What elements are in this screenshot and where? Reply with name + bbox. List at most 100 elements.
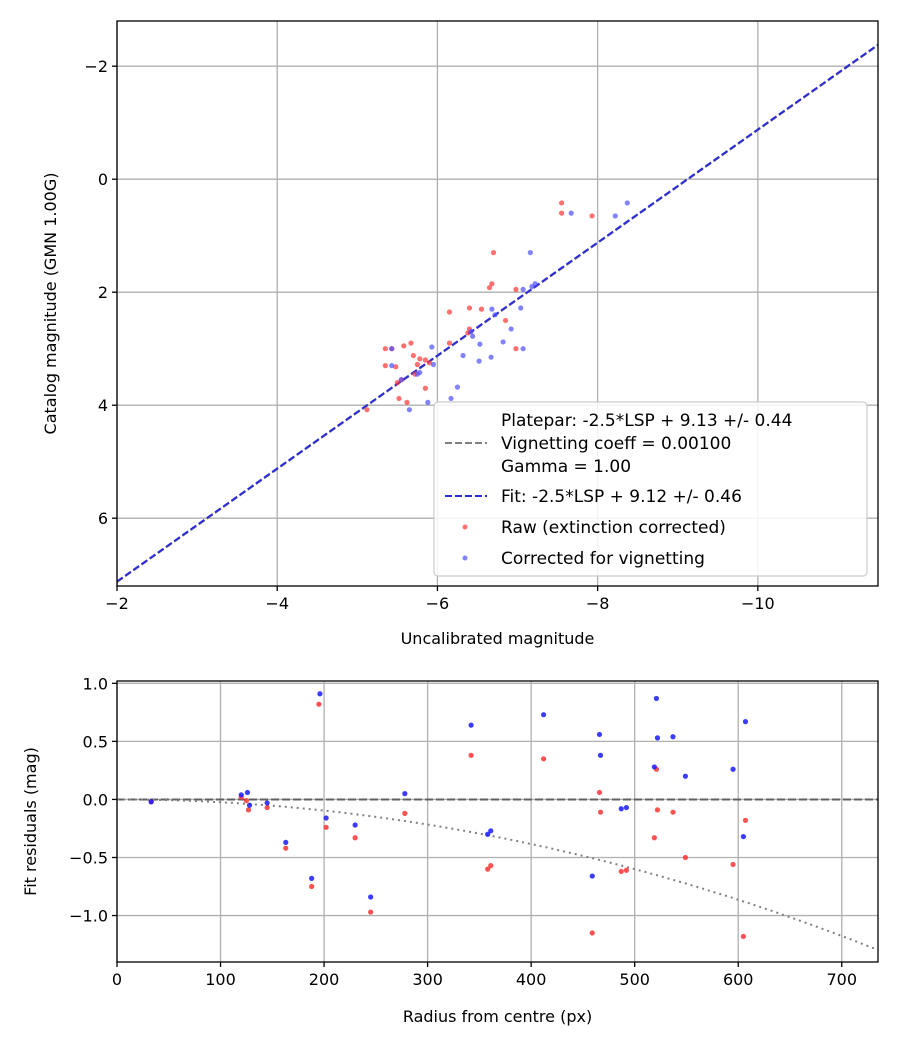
vignetting-curve	[117, 798, 879, 951]
corrected-point	[670, 734, 676, 740]
y-tick-label: 0.5	[83, 732, 108, 751]
raw-point	[401, 343, 407, 349]
bottom-reference-lines	[117, 798, 879, 951]
x-tick-label: 400	[516, 970, 547, 989]
raw-point	[408, 340, 414, 346]
corrected-point	[527, 250, 533, 256]
raw-point	[446, 309, 453, 315]
raw-point	[651, 835, 657, 841]
corrected-point	[148, 799, 154, 805]
corrected-point	[470, 333, 476, 339]
legend-raw-marker	[462, 524, 468, 530]
bottom-grid	[116, 681, 878, 962]
top-axes-frame	[116, 20, 879, 587]
bottom-y-axis-label: Fit residuals (mag)	[21, 747, 40, 896]
y-tick-label: 1.0	[83, 674, 108, 693]
raw-point	[485, 866, 491, 872]
legend-corrected-label: Corrected for vignetting	[501, 549, 705, 569]
legend-box	[433, 401, 868, 577]
raw-point	[352, 835, 358, 841]
x-tick-label: −6	[426, 594, 450, 613]
corrected-point	[283, 839, 289, 846]
x-tick-label: −2	[105, 594, 129, 613]
raw-point	[558, 210, 565, 216]
raw-point	[730, 861, 736, 868]
raw-point	[404, 399, 410, 405]
raw-point	[742, 817, 749, 823]
raw-point	[264, 804, 270, 811]
x-tick-label: −10	[741, 594, 775, 613]
corrected-point	[398, 377, 404, 383]
raw-point	[596, 789, 603, 796]
bottom-axes-frame	[116, 680, 879, 963]
corrected-point	[740, 833, 747, 840]
corrected-point	[651, 764, 657, 770]
top-x-axis-label: Uncalibrated magnitude	[401, 629, 595, 648]
raw-point	[402, 810, 408, 816]
corrected-point	[406, 407, 412, 413]
corrected-point	[454, 384, 461, 390]
bottom-x-axis-label: Radius from centre (px)	[403, 1007, 592, 1026]
corrected-point	[488, 354, 494, 360]
corrected-point	[425, 399, 431, 405]
y-tick-label: −1.0	[69, 907, 108, 926]
corrected-point	[264, 800, 270, 806]
corrected-point	[476, 358, 482, 364]
raw-point	[597, 809, 604, 815]
raw-point	[486, 285, 493, 291]
raw-point	[589, 213, 595, 219]
top-scatter-points	[364, 200, 630, 413]
legend: Platepar: -2.5*LSP + 9.13 +/- 0.44 Vigne…	[433, 401, 868, 577]
x-tick-label: 0	[112, 970, 122, 989]
corrected-point	[742, 719, 749, 725]
corrected-point	[414, 371, 420, 377]
raw-point	[589, 930, 595, 936]
corrected-point	[402, 791, 408, 797]
corrected-point	[500, 339, 506, 345]
fit-line	[117, 43, 878, 583]
corrected-point	[520, 346, 526, 352]
raw-point	[489, 281, 495, 287]
raw-point	[394, 380, 400, 386]
corrected-point	[520, 286, 526, 292]
legend-fit-label: Fit: -2.5*LSP + 9.12 +/- 0.46	[501, 487, 742, 507]
raw-point	[364, 407, 370, 413]
bottom-scatter-points	[148, 691, 749, 940]
corrected-point	[460, 352, 466, 359]
residuals-chart: Radius from centre (px) Fit residuals (m…	[21, 674, 879, 1026]
corrected-point	[623, 804, 630, 811]
y-tick-label: 0.0	[83, 790, 108, 809]
x-tick-label: 700	[826, 970, 857, 989]
legend-gamma-label: Gamma = 1.00	[501, 457, 631, 477]
corrected-point	[309, 875, 315, 881]
corrected-point	[518, 305, 524, 311]
raw-point	[368, 909, 374, 915]
corrected-point	[508, 326, 514, 332]
top-ticks: −2 −4 −6 −8 −10 −2 0 2 4 6	[84, 57, 774, 613]
raw-point	[309, 883, 315, 890]
raw-point	[323, 824, 329, 830]
raw-point	[540, 756, 547, 762]
corrected-point	[485, 831, 491, 837]
y-tick-label: 4	[98, 396, 108, 415]
y-tick-label: 0	[98, 170, 108, 189]
raw-point	[422, 385, 429, 391]
y-tick-label: −0.5	[69, 848, 108, 867]
raw-point	[513, 286, 519, 292]
legend-platepar-label: Platepar: -2.5*LSP + 9.13 +/- 0.44	[501, 411, 792, 431]
raw-point	[382, 346, 388, 352]
corrected-point	[430, 361, 437, 368]
corrected-point	[596, 731, 603, 738]
x-tick-label: 600	[723, 970, 754, 989]
corrected-point	[468, 329, 474, 335]
raw-point	[316, 701, 322, 707]
corrected-point	[597, 752, 604, 758]
top-fit-lines	[117, 43, 878, 583]
corrected-point	[429, 344, 435, 350]
corrected-point	[568, 210, 574, 216]
raw-point	[396, 395, 402, 402]
raw-point	[426, 360, 433, 366]
top-y-axis-label: Catalog magnitude (GMN 1.00G)	[41, 173, 60, 435]
corrected-point	[492, 312, 498, 318]
